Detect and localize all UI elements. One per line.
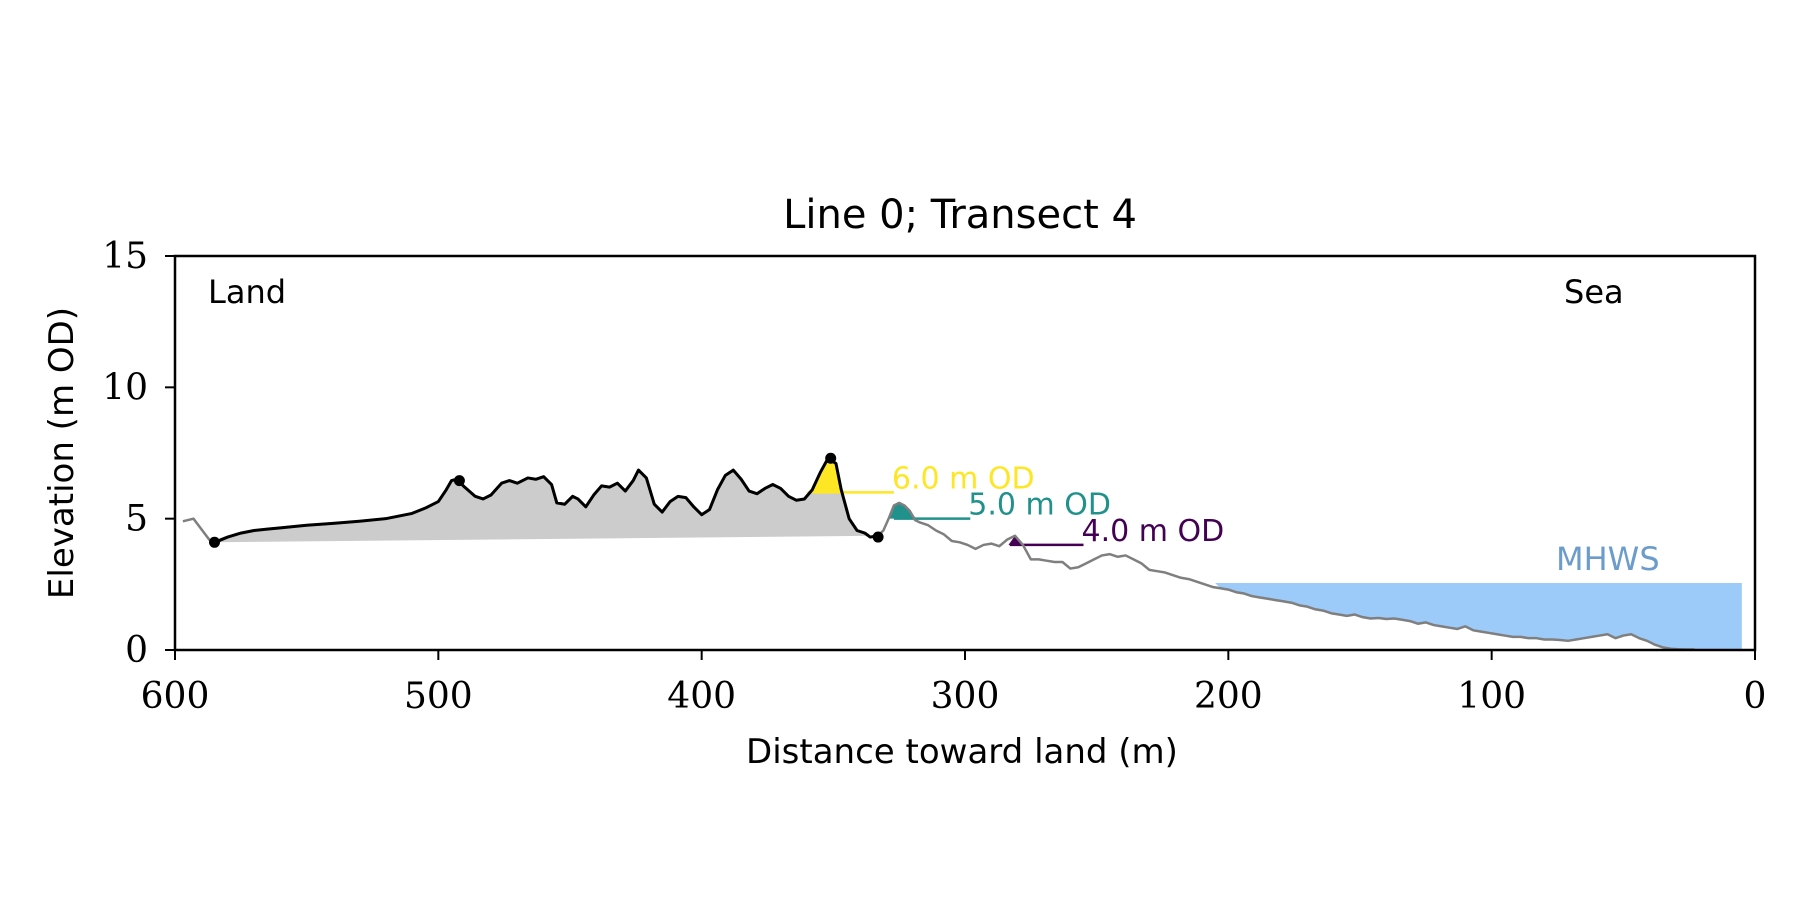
dune-volume-area xyxy=(214,458,879,543)
level-fill-4 xyxy=(1008,535,1030,545)
chart-title: Line 0; Transect 4 xyxy=(783,192,1137,238)
x-tick-label: 200 xyxy=(1194,676,1263,717)
x-tick-label: 100 xyxy=(1457,676,1526,717)
level-label-6: 6.0 m OD xyxy=(892,461,1035,496)
axis-ticks: 600 500 400 300 200 100 0 0 5 10 15 xyxy=(102,236,1766,717)
key-point-toe-land xyxy=(209,536,220,548)
plot-frame xyxy=(173,254,1757,652)
plot-area: 6.0 m OD5.0 m OD4.0 m OD xyxy=(182,452,1742,651)
key-point-crest-b xyxy=(825,452,837,464)
y-tick-label: 10 xyxy=(102,367,148,408)
key-point-crest-a xyxy=(453,475,465,487)
x-tick-label: 400 xyxy=(667,676,736,717)
dune-profile-line xyxy=(213,456,879,544)
mhws-label: MHWS xyxy=(1556,540,1660,578)
x-tick-label: 0 xyxy=(1744,676,1767,717)
sea-label: Sea xyxy=(1564,273,1624,311)
level-label-5: 5.0 m OD xyxy=(968,488,1111,523)
x-tick-label: 600 xyxy=(141,676,210,717)
y-tick-label: 15 xyxy=(102,236,148,277)
x-tick-label: 500 xyxy=(404,676,473,717)
key-point-toe-sea xyxy=(872,531,884,543)
level-label-4: 4.0 m OD xyxy=(1082,514,1225,549)
y-tick-label: 0 xyxy=(125,630,148,671)
land-label: Land xyxy=(208,273,286,311)
x-axis-label: Distance toward land (m) xyxy=(746,732,1178,772)
x-tick-label: 300 xyxy=(931,676,1000,717)
y-axis-label: Elevation (m OD) xyxy=(42,307,82,599)
y-tick-label: 5 xyxy=(125,499,148,540)
mhws-water-area xyxy=(1215,583,1742,650)
